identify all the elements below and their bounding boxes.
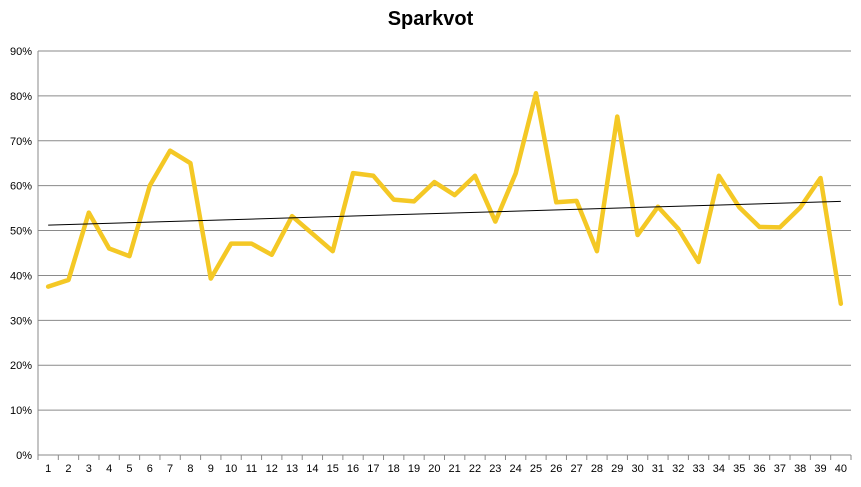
x-tick-label: 39 [814,463,826,475]
y-tick-label: 0% [16,450,32,462]
y-tick-label: 70% [10,136,32,148]
x-tick-label: 25 [530,463,542,475]
x-tick-label: 33 [692,463,704,475]
x-tick-label: 5 [126,463,132,475]
y-tick-label: 20% [10,360,32,372]
x-tick-label: 7 [167,463,173,475]
series-line-0 [45,90,844,306]
x-tick-label: 8 [187,463,193,475]
x-tick-label: 12 [266,463,278,475]
x-tick-label: 27 [570,463,582,475]
x-tick-label: 21 [449,463,461,475]
x-tick-label: 15 [327,463,339,475]
x-tick-label: 23 [489,463,501,475]
x-tick-label: 14 [306,463,318,475]
chart-title: Sparkvot [387,8,474,30]
x-tick-label: 16 [347,463,359,475]
x-tick-label: 28 [591,463,603,475]
x-tick-label: 34 [713,463,725,475]
x-tick-label: 36 [753,463,765,475]
x-tick-label: 30 [631,463,643,475]
x-tick-label: 11 [246,463,257,475]
x-tick-label: 24 [510,463,522,475]
x-tick-label: 35 [733,463,745,475]
y-tick-label: 80% [10,91,32,103]
x-tick-label: 2 [65,463,71,475]
x-tick-label: 6 [147,463,153,475]
x-tick-label: 17 [367,463,379,475]
y-tick-label: 40% [10,270,32,282]
y-tick-label: 60% [10,181,32,193]
x-tick-label: 26 [550,463,562,475]
x-tick-label: 22 [469,463,481,475]
x-tick-label: 13 [286,463,298,475]
x-tick-label: 18 [388,463,400,475]
x-tick-label: 1 [45,463,51,475]
x-tick-label: 4 [106,463,112,475]
x-tick-label: 40 [835,463,847,475]
x-tick-label: 3 [86,463,92,475]
x-tick-label: 31 [652,463,664,475]
y-tick-label: 30% [10,315,32,327]
y-tick-label: 90% [10,46,32,58]
x-tick-label: 9 [208,463,214,475]
x-tick-label: 38 [794,463,806,475]
x-tick-label: 37 [774,463,786,475]
x-tick-label: 32 [672,463,684,475]
x-tick-label: 20 [428,463,440,475]
x-tick-label: 10 [225,463,237,475]
x-tick-label: 19 [408,463,420,475]
y-tick-label: 10% [10,405,32,417]
x-tick-label: 29 [611,463,623,475]
y-tick-label: 50% [10,226,32,238]
trendline [48,200,841,226]
